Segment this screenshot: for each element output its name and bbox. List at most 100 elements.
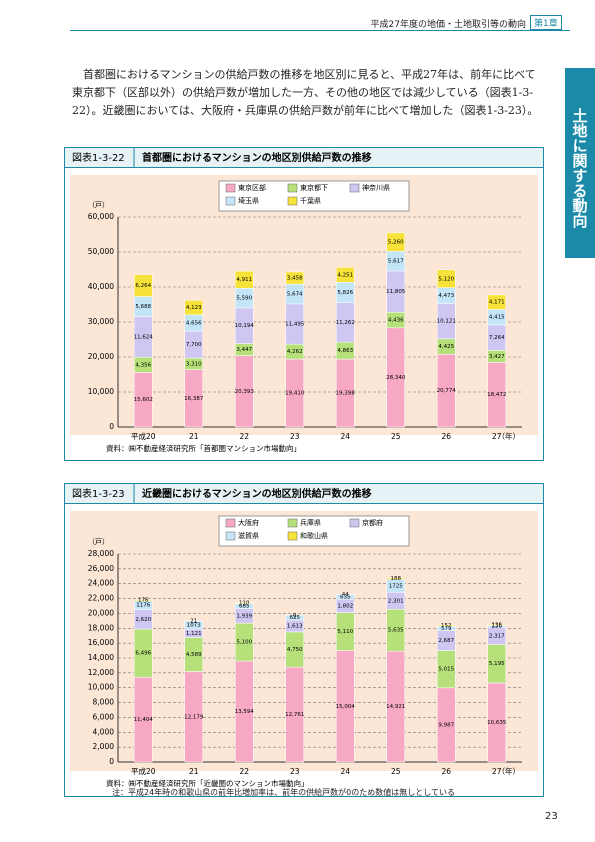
y-axis-label: （戸） (88, 201, 109, 209)
y-tick-label: 14,000 (88, 653, 114, 662)
data-label: 4,750 (287, 647, 303, 653)
data-label: 1,939 (236, 613, 252, 619)
side-tab: 土地に関する動向 (565, 68, 595, 258)
data-label: 5,826 (337, 290, 353, 296)
data-label: 5,674 (287, 291, 303, 297)
legend-label: 埼玉県 (238, 196, 259, 205)
source: 資料：㈱不動産経済研究所「首都圏マンション市場動向」 (106, 443, 301, 453)
legend-swatch (225, 183, 236, 193)
data-label: 5,617 (388, 259, 404, 265)
legend-label: 千葉県 (300, 196, 321, 205)
y-tick-label: 18,000 (88, 623, 114, 632)
y-tick-label: 22,000 (88, 594, 114, 603)
data-label: 11,495 (285, 322, 305, 328)
data-label: 12,761 (285, 712, 304, 718)
y-tick-label: 0 (109, 757, 114, 766)
bar-segment (235, 270, 254, 289)
running-header: 平成27年度の地価・土地取引等の動向 (370, 20, 526, 30)
y-tick-label: 12,000 (88, 668, 114, 677)
data-label: 20,393 (235, 389, 255, 395)
data-label: 625 (290, 615, 301, 621)
x-tick-label: 23 (290, 767, 300, 776)
data-label: 4,589 (186, 652, 202, 658)
legend-label: 神奈川県 (362, 183, 390, 192)
data-label: 258 (492, 624, 503, 630)
x-tick-label: 27 (492, 432, 502, 441)
source: 資料：㈱不動産経済研究所「近畿圏のマンション市場動向」 (106, 778, 309, 788)
data-label: 4,425 (438, 344, 454, 350)
legend-swatch (287, 531, 298, 541)
bar-segment (437, 624, 456, 627)
data-label: 4,356 (135, 362, 151, 368)
data-label: 10,121 (437, 319, 456, 325)
data-label: 4,171 (489, 300, 505, 306)
legend-label: 滋賀県 (238, 531, 259, 540)
header-rule (70, 30, 570, 31)
x-tick-label: 26 (441, 432, 451, 441)
data-label: 1,802 (337, 603, 353, 609)
data-label: 2,317 (489, 633, 505, 639)
data-label: 12,179 (184, 714, 204, 720)
data-label: 0 (293, 613, 297, 619)
x-tick-label: 27 (492, 767, 502, 776)
data-label: 1176 (136, 603, 150, 609)
data-label: 3,458 (287, 276, 303, 282)
y-tick-label: 20,000 (88, 352, 114, 361)
data-label: 11,624 (134, 334, 154, 340)
legend-swatch (225, 531, 236, 541)
legend-label: 東京区部 (238, 183, 266, 192)
y-tick-label: 16,000 (88, 638, 114, 647)
y-tick-label: 20,000 (88, 608, 114, 617)
x-tick-label: 26 (441, 767, 451, 776)
data-label: 3,427 (489, 354, 505, 360)
data-label: 21 (190, 619, 197, 625)
data-label: 2,620 (135, 617, 151, 623)
y-tick-label: 4,000 (93, 727, 115, 736)
data-label: 4,911 (236, 277, 252, 283)
data-label: 19,398 (336, 391, 356, 397)
page-number: 23 (545, 811, 558, 822)
bar-segment (285, 271, 304, 285)
data-label: 152 (441, 623, 452, 629)
figure-number: 図表1-3-22 (72, 151, 125, 164)
y-tick-label: 8,000 (93, 698, 115, 707)
data-label: 5,260 (388, 240, 404, 246)
data-label: 4,415 (489, 315, 505, 321)
data-label: 3,310 (186, 361, 202, 367)
data-label: 5,100 (236, 640, 252, 646)
data-label: 4,863 (337, 348, 353, 354)
y-tick-label: 26,000 (88, 564, 114, 573)
y-tick-label: 10,000 (88, 683, 114, 692)
data-label: 5,110 (337, 629, 353, 635)
legend-swatch (349, 518, 360, 528)
bar-segment (386, 577, 405, 580)
data-label: 11,404 (134, 717, 154, 723)
data-label: 2,687 (438, 638, 454, 644)
data-label: 16,387 (184, 396, 204, 402)
data-label: 10,194 (235, 323, 255, 329)
data-label: 4,251 (337, 272, 353, 278)
y-axis-label: （戸） (88, 538, 109, 546)
note: 注：平成24年時の和歌山県の前年比増加率は、前年の供給戸数が0のため数値は無しと… (112, 788, 456, 797)
y-tick-label: 28,000 (88, 549, 114, 558)
data-label: 5,590 (236, 296, 252, 302)
data-label: 14,921 (386, 704, 405, 710)
legend-swatch (287, 196, 298, 206)
legend-swatch (225, 196, 236, 206)
data-label: 579 (441, 626, 452, 632)
x-tick-label: 21 (189, 432, 199, 441)
x-tick-label: 22 (239, 432, 249, 441)
data-label: 5,015 (438, 667, 454, 673)
legend-box (218, 180, 410, 212)
y-tick-label: 6,000 (93, 712, 115, 721)
data-label: 1073 (187, 623, 201, 629)
data-label: 4,656 (186, 320, 202, 326)
legend-label: 大阪府 (238, 518, 259, 527)
data-label: 28,340 (386, 375, 406, 381)
data-label: 7,700 (186, 342, 202, 348)
data-label: 20,774 (437, 388, 457, 394)
data-label: 635 (340, 594, 351, 600)
